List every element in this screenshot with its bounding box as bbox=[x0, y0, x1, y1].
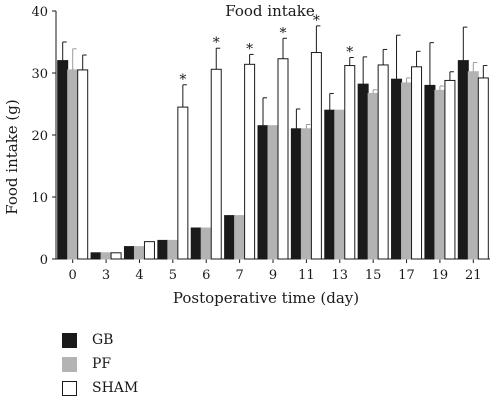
bar-sham bbox=[477, 77, 489, 260]
chart-legend: GB PF SHAM bbox=[62, 330, 262, 402]
x-tick-label: 0 bbox=[69, 268, 77, 283]
bar-gb bbox=[391, 78, 403, 260]
bar-gb bbox=[157, 239, 169, 260]
y-axis-title: Food intake (g) bbox=[3, 99, 21, 215]
significance-marker: * bbox=[346, 45, 353, 61]
bar-pf bbox=[300, 128, 312, 260]
legend-item-gb: GB bbox=[62, 330, 262, 354]
y-tick-label: 30 bbox=[31, 67, 48, 82]
bar-gb bbox=[290, 128, 302, 260]
bar-pf bbox=[133, 246, 145, 260]
y-tick-label: 0 bbox=[40, 253, 48, 268]
significance-marker: * bbox=[246, 41, 253, 57]
significance-marker: * bbox=[213, 35, 220, 51]
bar-pf bbox=[401, 82, 413, 260]
bar-sham bbox=[344, 65, 356, 260]
x-tick-label: 7 bbox=[235, 268, 243, 283]
legend-swatch-sham bbox=[62, 381, 77, 396]
legend-swatch-pf bbox=[62, 357, 77, 372]
bar-pf bbox=[334, 109, 346, 260]
bar-pf bbox=[234, 215, 246, 260]
x-tick-label: 3 bbox=[102, 268, 110, 283]
x-tick-label: 9 bbox=[269, 268, 277, 283]
bar-sham bbox=[277, 58, 289, 260]
chart-title: Food intake bbox=[225, 2, 315, 20]
bar-sham bbox=[143, 241, 155, 260]
bar-gb bbox=[257, 125, 269, 260]
bar-pf bbox=[200, 227, 212, 260]
x-tick-label: 19 bbox=[432, 268, 449, 283]
x-tick-label: 4 bbox=[135, 268, 143, 283]
bar-gb bbox=[57, 60, 69, 260]
bar-pf bbox=[467, 71, 479, 260]
legend-item-pf: PF bbox=[62, 354, 262, 378]
y-tick-label: 10 bbox=[31, 191, 48, 206]
bar-gb bbox=[424, 84, 436, 260]
x-tick-label: 5 bbox=[169, 268, 177, 283]
bar-gb bbox=[224, 215, 236, 260]
bar-pf bbox=[167, 239, 179, 260]
bar-pf bbox=[67, 69, 79, 260]
x-tick-label: 17 bbox=[398, 268, 415, 283]
bar-pf bbox=[100, 252, 112, 260]
bar-gb bbox=[190, 227, 202, 260]
x-tick-label: 6 bbox=[202, 268, 210, 283]
x-tick-label: 11 bbox=[298, 268, 315, 283]
bar-sham bbox=[310, 52, 322, 260]
bar-gb bbox=[324, 109, 336, 260]
bar-sham bbox=[177, 106, 189, 260]
legend-swatch-gb bbox=[62, 333, 77, 348]
x-tick-label: 15 bbox=[365, 268, 382, 283]
bar-pf bbox=[367, 92, 379, 260]
significance-marker: * bbox=[313, 13, 320, 29]
bar-gb bbox=[357, 83, 369, 260]
plot-area: 0 10 20 30 40 0 3 4 5 * 6 * 7 * 9 * 11 * 13 * 15 17 19 21 bbox=[31, 5, 490, 283]
x-axis-title: Postoperative time (day) bbox=[173, 289, 359, 307]
bar-gb bbox=[90, 252, 102, 260]
bar-pf bbox=[434, 89, 446, 260]
bar-sham bbox=[411, 66, 423, 260]
significance-marker: * bbox=[280, 25, 287, 41]
y-tick-label: 40 bbox=[31, 5, 48, 20]
legend-label-gb: GB bbox=[92, 332, 114, 348]
x-tick-label: 13 bbox=[331, 268, 348, 283]
bar-sham bbox=[210, 68, 222, 260]
bar-gb bbox=[457, 60, 469, 260]
significance-marker: * bbox=[179, 72, 186, 88]
legend-item-sham: SHAM bbox=[62, 378, 262, 402]
bar-pf bbox=[267, 125, 279, 260]
y-tick-label: 20 bbox=[31, 129, 48, 144]
bar-sham bbox=[110, 252, 122, 260]
legend-label-pf: PF bbox=[92, 356, 112, 372]
bar-sham bbox=[377, 64, 389, 260]
legend-label-sham: SHAM bbox=[92, 380, 139, 396]
bar-sham bbox=[244, 63, 256, 260]
x-tick-label: 21 bbox=[465, 268, 482, 283]
bar-sham bbox=[77, 69, 89, 260]
bar-gb bbox=[123, 246, 135, 260]
bar-sham bbox=[444, 79, 456, 260]
